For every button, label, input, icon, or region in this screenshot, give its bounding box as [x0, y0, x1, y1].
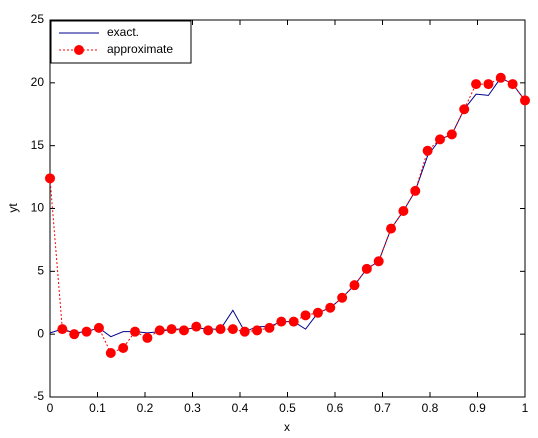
series-marker — [459, 104, 470, 115]
series-marker — [361, 263, 372, 274]
series-marker — [105, 348, 116, 359]
series-marker — [312, 307, 323, 318]
series-marker — [57, 324, 68, 335]
series-marker — [434, 134, 445, 145]
y-axis-label: yt — [6, 203, 20, 213]
series-marker — [300, 310, 311, 321]
plot-frame — [49, 19, 526, 398]
y-tick-label: 15 — [31, 138, 45, 152]
series-marker — [81, 326, 92, 337]
series-marker — [520, 95, 530, 106]
legend-label: exact. — [107, 25, 139, 39]
series-marker — [130, 326, 141, 337]
series-marker — [446, 129, 457, 140]
series-marker — [325, 302, 336, 313]
series-marker — [422, 145, 433, 156]
series-marker — [398, 206, 409, 217]
series-marker — [337, 292, 348, 303]
x-tick-label: 0.2 — [137, 401, 154, 415]
series-marker — [483, 79, 494, 90]
x-tick-label: 0.1 — [89, 401, 106, 415]
y-tick-label: -5 — [33, 389, 44, 403]
legend-marker — [74, 45, 84, 55]
y-tick-label: 20 — [31, 75, 45, 89]
series-marker — [373, 256, 384, 267]
series-marker — [118, 342, 129, 353]
x-tick-label: 0.9 — [469, 401, 486, 415]
series-marker — [93, 322, 104, 333]
x-tick-label: 1 — [522, 401, 529, 415]
x-tick-label: 0.4 — [232, 401, 249, 415]
x-tick-label: 0.6 — [327, 401, 344, 415]
series-marker — [178, 325, 189, 336]
series-marker — [410, 185, 421, 196]
series-marker — [386, 223, 397, 234]
x-tick-label: 0 — [47, 401, 54, 415]
series-marker — [264, 322, 275, 333]
series-marker — [191, 321, 202, 332]
series-marker — [45, 173, 55, 184]
series-marker — [507, 79, 518, 90]
series-marker — [166, 324, 177, 335]
series-marker — [288, 316, 299, 327]
x-tick-label: 0.7 — [374, 401, 391, 415]
x-tick-label: 0.3 — [184, 401, 201, 415]
x-tick-label: 0.5 — [279, 401, 296, 415]
series-marker — [349, 280, 360, 291]
legend-box — [50, 20, 192, 64]
series-marker — [276, 316, 287, 327]
legend-label: approximate — [107, 42, 173, 56]
x-axis-label: x — [284, 420, 290, 434]
series-line — [49, 77, 526, 354]
y-tick-label: 25 — [31, 12, 45, 26]
y-tick-label: 5 — [37, 264, 44, 278]
series-marker — [142, 332, 153, 343]
series-marker — [252, 325, 263, 336]
series-marker — [203, 325, 214, 336]
series-marker — [471, 79, 482, 90]
series-marker — [227, 324, 238, 335]
series-marker — [154, 325, 165, 336]
series-marker — [69, 329, 80, 340]
y-tick-label: 0 — [37, 326, 44, 340]
series-marker — [495, 72, 506, 83]
y-tick-label: 10 — [31, 201, 45, 215]
series-marker — [239, 326, 250, 337]
series-marker — [215, 324, 226, 335]
x-tick-label: 0.8 — [422, 401, 439, 415]
